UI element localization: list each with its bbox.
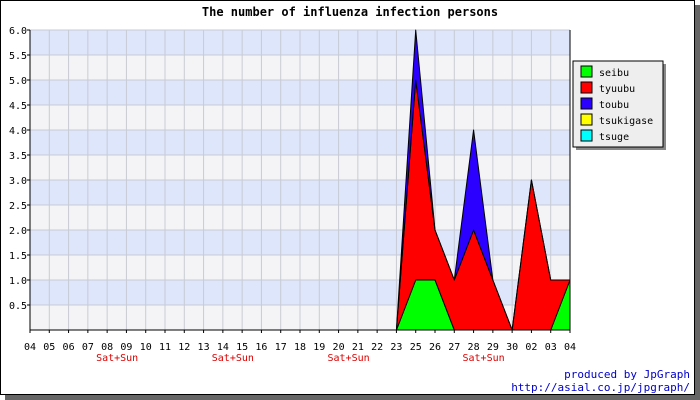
x-tick-label: 08 <box>101 342 113 353</box>
y-tick-label: 0.5 <box>9 301 27 312</box>
legend-label-toubu: toubu <box>599 100 629 111</box>
x-tick-label: 02 <box>525 342 537 353</box>
x-tick-label: 17 <box>275 342 287 353</box>
footer-url: http://asial.co.jp/jpgraph/ <box>511 381 690 394</box>
x-tick-label: 28 <box>468 342 480 353</box>
y-tick-label: 3.0 <box>9 176 27 187</box>
chart-title: The number of influenza infection person… <box>202 5 498 19</box>
x-tick-label: 10 <box>140 342 152 353</box>
x-tick-label: 06 <box>63 342 75 353</box>
x-tick-label: 09 <box>120 342 132 353</box>
y-tick-label: 2.5 <box>9 201 27 212</box>
legend-swatch-tsukigase <box>580 113 593 126</box>
legend-swatch-tsuge <box>580 129 593 142</box>
y-tick-label: 5.5 <box>9 51 27 62</box>
y-axis-tick-labels: 6.0 5.5 5.0 4.5 4.0 3.5 3.0 2.5 2.0 1.5 1.0 0.5 <box>9 26 30 312</box>
x-tick-label: 13 <box>198 342 210 353</box>
frame-shadow-bottom <box>5 395 700 400</box>
legend-swatch-toubu <box>580 97 593 110</box>
x-tick-label: 30 <box>506 342 518 353</box>
x-tick-label: 11 <box>159 342 171 353</box>
legend-label-tyuubu: tyuubu <box>599 84 635 95</box>
x-tick-label: 29 <box>487 342 499 353</box>
x-tick-label: 04 <box>564 342 576 353</box>
y-tick-label: 1.0 <box>9 276 27 287</box>
weekend-label: Sat+Sun <box>327 353 369 364</box>
y-tick-label: 3.5 <box>9 151 27 162</box>
weekend-label: Sat+Sun <box>212 353 254 364</box>
x-tick-label: 15 <box>236 342 248 353</box>
x-tick-label: 22 <box>371 342 383 353</box>
x-tick-label: 07 <box>82 342 94 353</box>
x-tick-label: 27 <box>448 342 460 353</box>
x-axis-tick-labels: 04 05 06 07 08 09 10 11 12 13 14 15 16 17 18 19 20 21 22 23… <box>24 330 576 364</box>
x-tick-label: 25 <box>410 342 422 353</box>
x-tick-label: 19 <box>313 342 325 353</box>
y-tick-label: 2.0 <box>9 226 27 237</box>
x-tick-label: 04 <box>24 342 36 353</box>
x-tick-label: 18 <box>294 342 306 353</box>
legend: seibu tyuubu toubu tsukigase tsuge <box>572 60 666 150</box>
y-tick-label: 4.0 <box>9 126 27 137</box>
legend-swatch-tyuubu <box>580 81 593 94</box>
x-tick-label: 21 <box>352 342 364 353</box>
y-tick-label: 4.5 <box>9 101 27 112</box>
x-tick-label: 05 <box>43 342 55 353</box>
weekend-label: Sat+Sun <box>96 353 138 364</box>
footer-credit: produced by JpGraph <box>564 368 690 381</box>
x-tick-label: 03 <box>545 342 557 353</box>
x-tick-label: 14 <box>217 342 229 353</box>
legend-label-tsukigase: tsukigase <box>599 116 653 127</box>
legend-label-seibu: seibu <box>599 68 629 79</box>
x-tick-label: 12 <box>178 342 190 353</box>
x-tick-label: 20 <box>333 342 345 353</box>
y-tick-label: 6.0 <box>9 26 27 37</box>
frame-shadow-right <box>695 5 700 400</box>
legend-label-tsuge: tsuge <box>599 132 629 143</box>
legend-swatch-seibu <box>580 65 593 78</box>
x-tick-label: 16 <box>255 342 267 353</box>
y-tick-label: 5.0 <box>9 76 27 87</box>
x-tick-label: 23 <box>390 342 402 353</box>
y-tick-label: 1.5 <box>9 251 27 262</box>
weekend-label: Sat+Sun <box>462 353 504 364</box>
x-tick-label: 26 <box>429 342 441 353</box>
